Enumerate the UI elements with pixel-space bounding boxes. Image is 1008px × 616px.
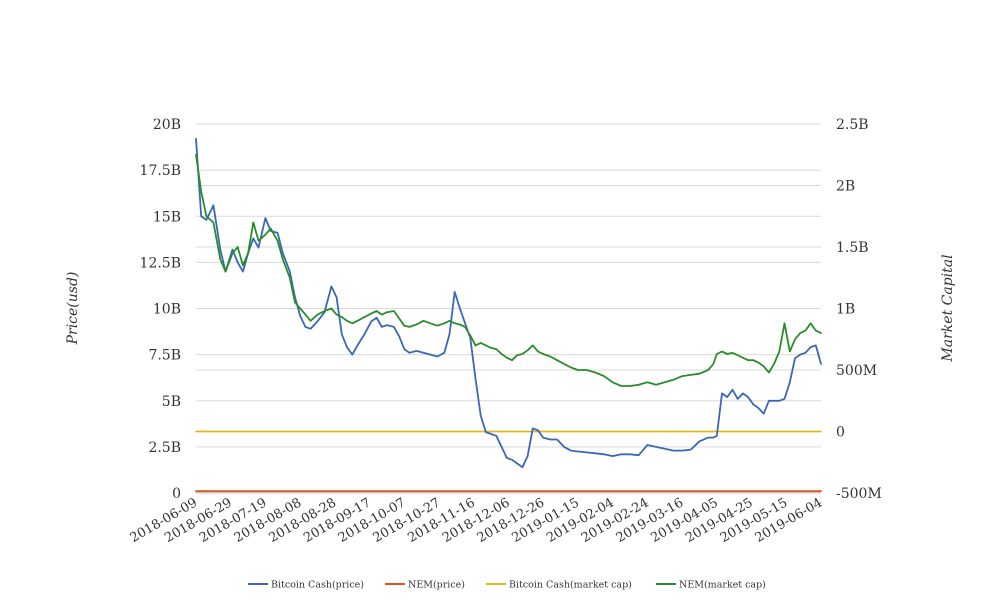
left-tick-label: 7.5B [148,348,181,364]
right-tick-label: 1.5B [836,240,869,256]
left-tick-label: 2.5B [148,440,181,456]
legend-label: NEM(price) [408,580,465,591]
left-tick-label: 17.5B [140,163,181,179]
left-y-axis: 0 2.5B 5B 7.5B 10B 12.5B 15B 17.5B 20B [140,117,181,502]
left-tick-label: 10B [153,302,181,318]
legend: Bitcoin Cash(price) NEM(price) Bitcoin Cas… [248,580,766,591]
x-axis: 2018-06-092018-06-292018-07-192018-08-08… [128,495,825,545]
right-y-axis: -500M 0 500M 1B 1.5B 2B 2.5B [836,117,882,502]
left-tick-label: 0 [172,486,181,502]
left-tick-label: 12.5B [140,255,181,271]
series-layer [195,137,822,493]
legend-label: Bitcoin Cash(price) [271,580,364,591]
series-line-nem-market-cap [195,153,822,387]
grid-lines [196,123,821,494]
right-tick-label: -500M [836,486,882,502]
left-axis-title: Price(usd) [65,272,81,346]
right-tick-label: 2.5B [836,117,869,133]
series-line-bitcoin-cash-price [195,137,822,469]
right-axis-title: Market Capital [940,254,956,362]
right-tick-label: 500M [836,363,877,379]
right-tick-label: 2B [836,179,855,195]
left-tick-label: 5B [162,394,181,410]
legend-label: NEM(market cap) [679,580,766,591]
right-tick-label: 1B [836,302,855,318]
left-tick-label: 15B [153,209,181,225]
right-tick-label: 0 [836,425,845,441]
legend-label: Bitcoin Cash(market cap) [509,580,632,591]
left-tick-label: 20B [153,117,181,133]
